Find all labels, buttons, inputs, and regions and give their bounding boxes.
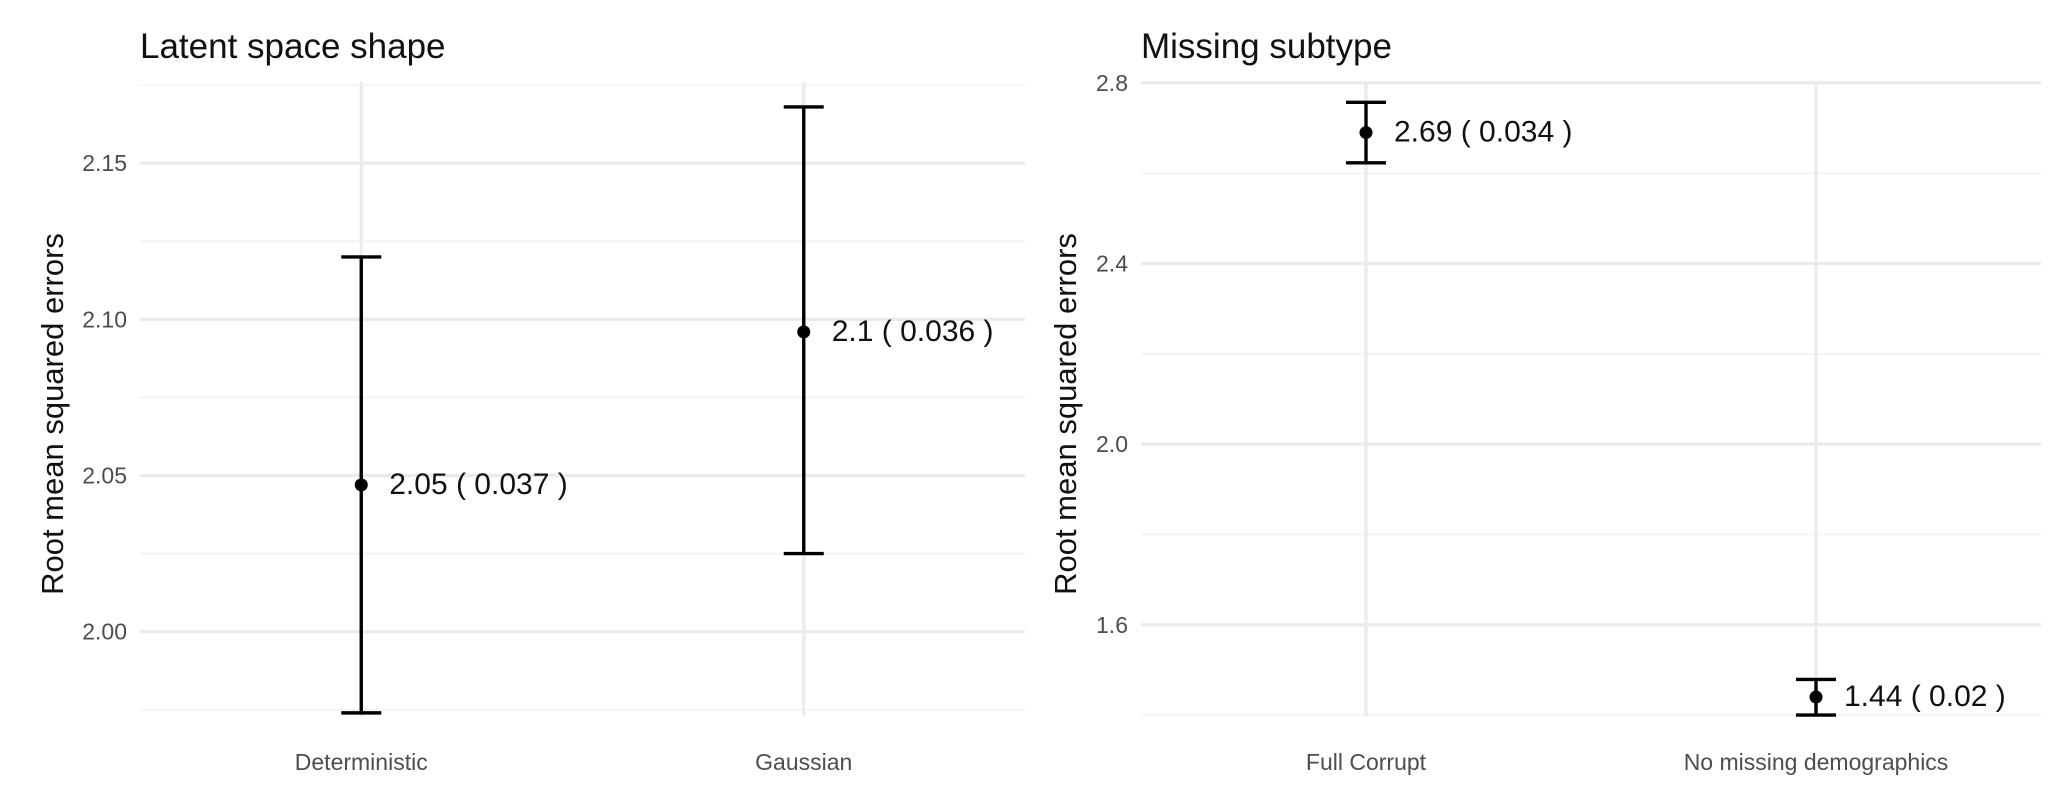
data-label: 1.44 ( 0.02 ) — [1844, 680, 2006, 713]
data-point — [1809, 690, 1823, 704]
data-label: 2.05 ( 0.037 ) — [389, 468, 567, 501]
x-tick-label: No missing demographics — [1684, 749, 1949, 775]
data-point — [797, 325, 811, 339]
y-axis-label: Root mean squared errors — [1048, 233, 1083, 595]
data-point — [1359, 126, 1373, 140]
x-tick-label: Gaussian — [755, 749, 852, 775]
y-axis-label: Root mean squared errors — [35, 233, 70, 595]
panel-title: Latent space shape — [140, 27, 446, 66]
error-bar-group: 2.05 ( 0.037 ) — [341, 255, 568, 715]
y-tick-label: 2.8 — [1096, 70, 1128, 96]
data-marks: 2.05 ( 0.037 ) 2.1 ( 0.036 ) — [341, 105, 994, 715]
data-label: 2.69 ( 0.034 ) — [1394, 116, 1572, 149]
x-tick-label: Full Corrupt — [1306, 749, 1427, 775]
panel-title: Missing subtype — [1141, 27, 1392, 66]
y-tick-label: 2.4 — [1096, 251, 1128, 277]
y-tick-label: 2.0 — [1096, 431, 1128, 457]
y-tick-label: 1.6 — [1096, 612, 1128, 638]
x-tick-labels: Full Corrupt No missing demographics — [1306, 749, 1948, 775]
x-tick-label: Deterministic — [295, 749, 428, 775]
y-tick-label: 2.00 — [82, 619, 127, 645]
data-marks: 2.69 ( 0.034 ) 1.44 ( 0.02 ) — [1346, 100, 2006, 717]
y-tick-labels: 1.6 2.0 2.4 2.8 — [1096, 70, 1128, 638]
data-point — [354, 478, 368, 492]
panel-missing-subtype: Missing subtype Root mean squared errors… — [1048, 27, 2041, 775]
error-bar-group: 2.69 ( 0.034 ) — [1346, 100, 1572, 165]
gridlines — [140, 82, 1025, 716]
y-tick-label: 2.05 — [82, 463, 127, 489]
data-label: 2.1 ( 0.036 ) — [832, 315, 994, 348]
error-bar-group: 2.1 ( 0.036 ) — [783, 105, 994, 556]
error-bar-group: 1.44 ( 0.02 ) — [1796, 677, 2006, 717]
y-tick-labels: 2.00 2.05 2.10 2.15 — [82, 150, 127, 644]
y-tick-label: 2.10 — [82, 306, 127, 332]
gridlines — [1141, 81, 2041, 716]
x-tick-labels: Deterministic Gaussian — [295, 749, 853, 775]
panel-latent-space-shape: Latent space shape Root mean squared err… — [35, 27, 1025, 775]
y-tick-label: 2.15 — [82, 150, 127, 176]
